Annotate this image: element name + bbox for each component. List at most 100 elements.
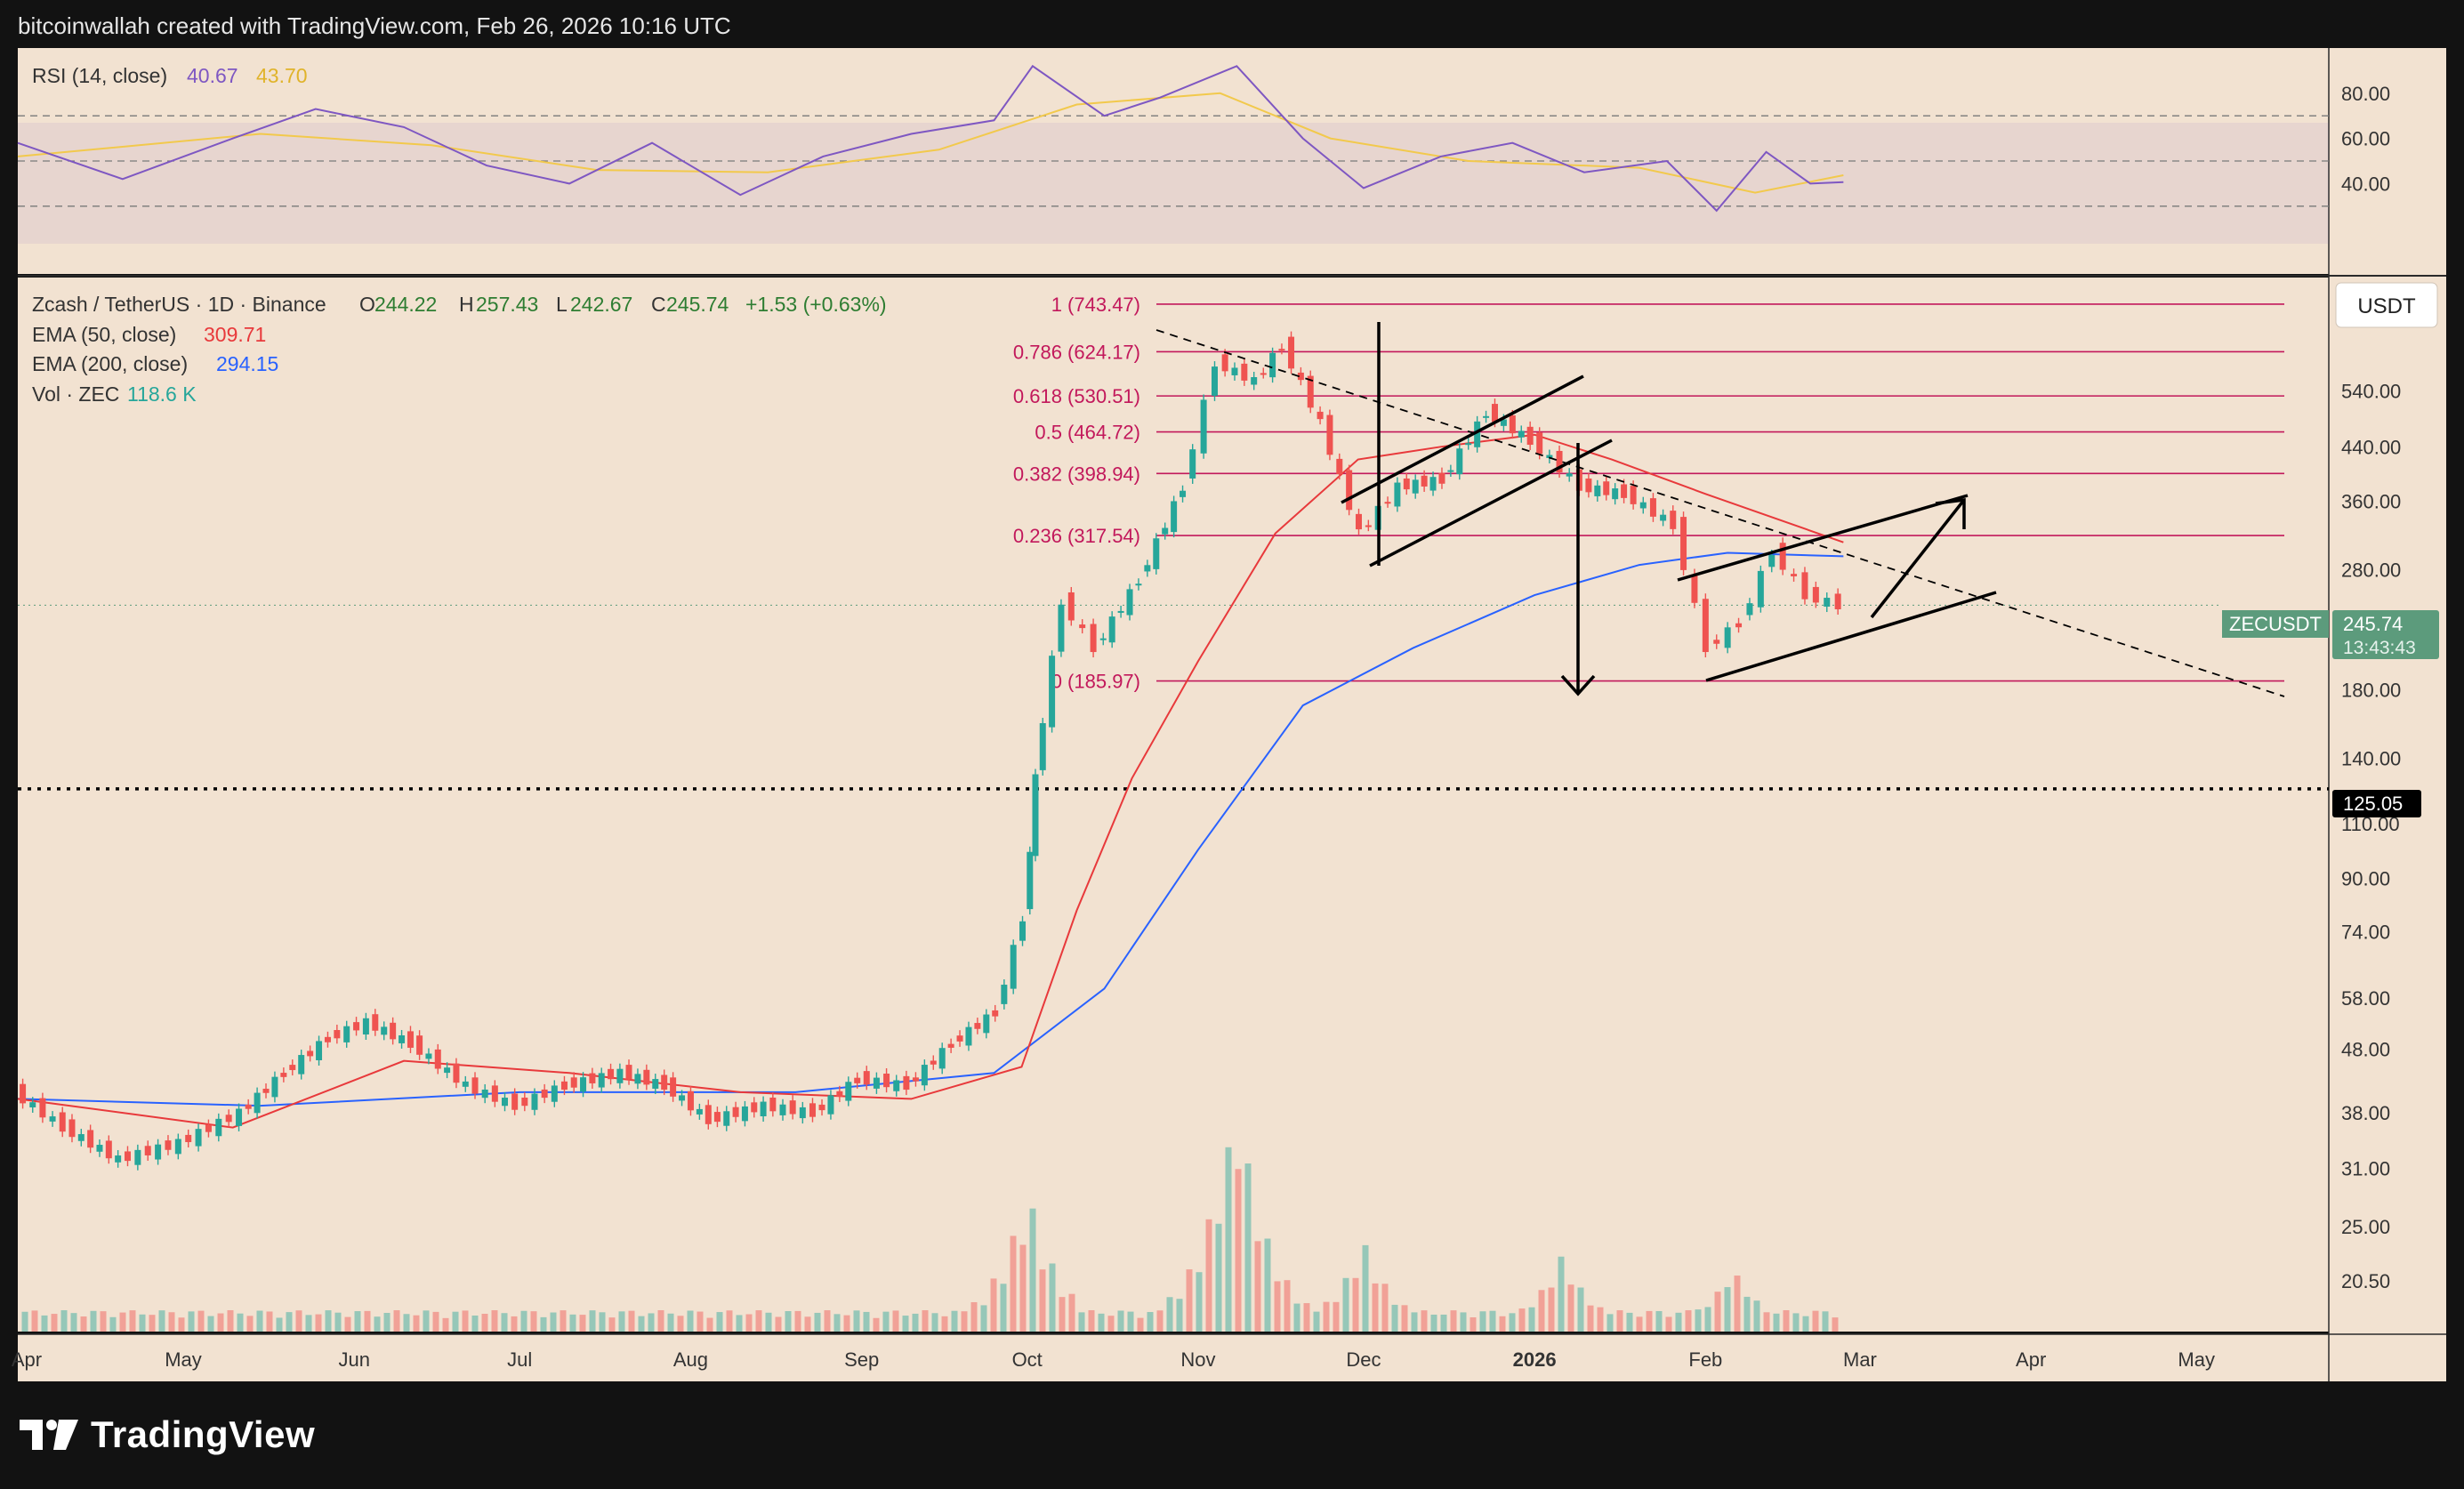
volume-bar [1587, 1305, 1594, 1332]
volume-bar [657, 1310, 664, 1332]
tradingview-logo[interactable]: TradingView [20, 1413, 315, 1456]
candle-body [1735, 623, 1743, 628]
volume-bar [1626, 1312, 1633, 1332]
volume-bar [432, 1311, 439, 1332]
candle-body [992, 1010, 999, 1017]
candle-body [625, 1065, 632, 1080]
volume-bar [1421, 1310, 1428, 1332]
fib-level-label: 0.382 (398.94) [1013, 463, 1140, 485]
volume-bar [579, 1315, 586, 1332]
candle-body [1288, 336, 1295, 369]
candle-body [854, 1077, 861, 1083]
volume-bar [1499, 1316, 1506, 1332]
volume-bar [21, 1311, 28, 1332]
candle-body [1200, 399, 1207, 454]
volume-bar [100, 1311, 107, 1332]
ema200-legend-label: EMA (200, close) [32, 352, 188, 375]
candle-body [1546, 455, 1553, 458]
target-arrowhead[interactable] [1560, 674, 1596, 696]
fib-level-label: 0.236 (317.54) [1013, 525, 1140, 547]
candle-body [491, 1085, 498, 1102]
candle-body [434, 1049, 441, 1069]
candle-body [1585, 478, 1592, 493]
candle-body [87, 1130, 94, 1148]
channel-upper-line[interactable] [1341, 374, 1584, 504]
candle-body [1779, 543, 1786, 570]
candle-body [679, 1095, 686, 1101]
candle-body [59, 1112, 66, 1132]
volume-bar [80, 1316, 87, 1332]
ticker-label: ZECUSDT [2222, 610, 2329, 638]
candle-body [254, 1092, 261, 1114]
fibonacci-levels[interactable]: 1 (743.47) 0.786 (624.17) 0.618 (530.51) 0.… [1013, 294, 2284, 693]
price-tick-label: 31.00 [2341, 1157, 2390, 1179]
currency-button[interactable]: USDT [2335, 282, 2438, 328]
candle-body [521, 1097, 528, 1107]
volume-bar [305, 1315, 312, 1332]
currency-button-label[interactable]: USDT [2357, 294, 2416, 318]
candle-body [1307, 375, 1314, 408]
volume-bar [745, 1314, 753, 1332]
volume-bar [902, 1316, 909, 1332]
candle-body [670, 1077, 677, 1097]
volume-bar [344, 1316, 351, 1332]
candle-body [1108, 616, 1115, 643]
candle-body [661, 1074, 668, 1091]
candle-body [1212, 366, 1219, 396]
breakout-arrow-line[interactable] [1870, 498, 1966, 619]
candle-body [453, 1063, 460, 1083]
drawings[interactable] [1156, 322, 2285, 697]
rsi-ma-value: 43.70 [256, 64, 308, 87]
volume-bar [1215, 1223, 1222, 1332]
candle-body [541, 1089, 548, 1099]
volume-bar [1019, 1244, 1027, 1332]
candle-body [1144, 565, 1151, 572]
rsi-ma-line [17, 92, 1844, 194]
candle-body [1153, 538, 1160, 569]
candle-body [809, 1103, 816, 1117]
ema50-line [17, 433, 1844, 1129]
time-axis-bg[interactable] [18, 1334, 2329, 1381]
candle-body [1639, 502, 1647, 509]
price-pane-bg [18, 278, 2329, 1332]
ohlc-o-label: O [359, 293, 375, 316]
ohlc-change: +1.53 (+0.63%) [745, 293, 887, 316]
candle-body [1221, 354, 1228, 372]
volume-bar [393, 1310, 400, 1332]
volume-bar [1205, 1219, 1212, 1332]
candle-body [1500, 419, 1507, 426]
rsi-tick-label: 40.00 [2341, 173, 2390, 195]
candle-body [1049, 656, 1056, 728]
descending-trendline[interactable] [1156, 329, 2285, 697]
wedge-upper-line[interactable] [1677, 494, 1969, 582]
breakout-arrowhead[interactable] [1935, 498, 1966, 529]
candle-body [570, 1077, 577, 1088]
volume-bar [853, 1310, 860, 1332]
channel-lower-line[interactable] [1369, 439, 1613, 567]
candle-body [1566, 473, 1573, 477]
volume-bar [168, 1312, 175, 1332]
ohlc-h-label: H [459, 293, 474, 316]
volume-bar [765, 1312, 772, 1332]
candle-body [1384, 502, 1391, 504]
price-axis-bg[interactable] [2329, 48, 2446, 1381]
volume-bar [697, 1311, 704, 1332]
candle-body [1126, 589, 1133, 616]
level-price-value: 125.05 [2343, 793, 2403, 815]
candle-body [1058, 604, 1065, 652]
candle-body [1336, 458, 1343, 475]
volume-bar [1812, 1310, 1819, 1332]
volume-bar [1822, 1311, 1829, 1332]
candle-body [1394, 482, 1401, 507]
rsi-tick-label: 80.00 [2341, 83, 2390, 105]
candle-body [921, 1065, 928, 1086]
candle-body [236, 1108, 243, 1126]
candle-body [1260, 373, 1267, 375]
volume-bars [21, 1147, 1839, 1332]
volume-bar [1117, 1310, 1124, 1332]
volume-bar [980, 1305, 987, 1332]
candle-body [1556, 450, 1563, 473]
wedge-lower-line[interactable] [1705, 591, 1997, 682]
time-tick-label: Jun [338, 1348, 369, 1371]
